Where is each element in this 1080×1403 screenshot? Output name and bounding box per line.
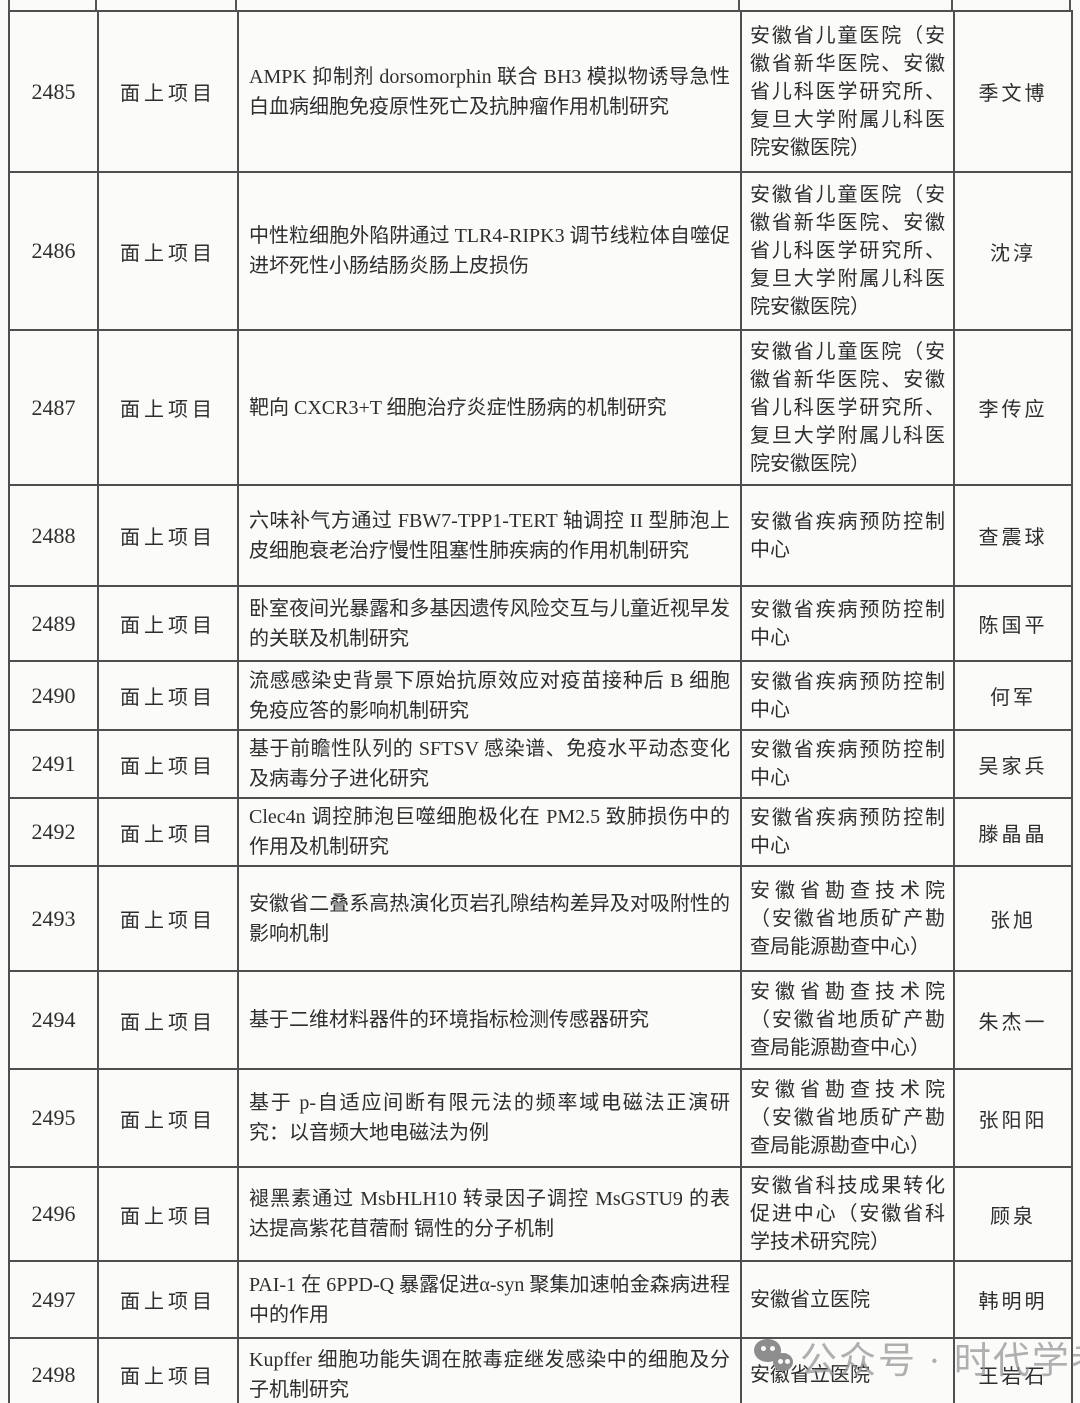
project-category: 面上项目 bbox=[97, 970, 239, 1070]
project-institution: 安徽省科技成果转化促进中心（安徽省科学技术研究院） bbox=[740, 1166, 955, 1262]
project-institution: 安徽省勘查技术院（安徽省地质矿产勘查局能源勘查中心） bbox=[740, 865, 955, 972]
project-title: PAI-1 在 6PPD-Q 暴露促进α-syn 聚集加速帕金森病进程中的作用 bbox=[237, 1260, 742, 1339]
project-leader: 陈国平 bbox=[953, 585, 1073, 662]
project-leader: 季文博 bbox=[953, 10, 1073, 173]
table-top-edge-stub bbox=[951, 0, 953, 11]
project-leader: 韩明明 bbox=[953, 1260, 1073, 1339]
table-top-edge-stub bbox=[8, 0, 10, 11]
project-number: 2487 bbox=[8, 329, 99, 486]
project-number: 2486 bbox=[8, 171, 99, 331]
table-row: 2496 面上项目 褪黑素通过 MsbHLH10 转录因子调控 MsGSTU9 … bbox=[8, 1166, 1073, 1262]
table-row: 2497 面上项目 PAI-1 在 6PPD-Q 暴露促进α-syn 聚集加速帕… bbox=[8, 1260, 1073, 1339]
project-category: 面上项目 bbox=[97, 1068, 239, 1168]
table-row: 2495 面上项目 基于 p-自适应间断有限元法的频率域电磁法正演研究：以音频大… bbox=[8, 1068, 1073, 1168]
table-top-edge-stub bbox=[95, 0, 97, 11]
table-row: 2494 面上项目 基于二维材料器件的环境指标检测传感器研究 安徽省勘查技术院（… bbox=[8, 970, 1073, 1070]
project-category: 面上项目 bbox=[97, 10, 239, 173]
project-leader: 滕晶晶 bbox=[953, 797, 1073, 867]
project-leader: 张阳阳 bbox=[953, 1068, 1073, 1168]
project-category: 面上项目 bbox=[97, 729, 239, 799]
project-institution: 安徽省儿童医院（安徽省新华医院、安徽省儿科医学研究所、复旦大学附属儿科医院安徽医… bbox=[740, 329, 955, 486]
project-title: 安徽省二叠系高热演化页岩孔隙结构差异及对吸附性的影响机制 bbox=[237, 865, 742, 972]
project-leader: 李传应 bbox=[953, 329, 1073, 486]
table-row: 2485 面上项目 AMPK 抑制剂 dorsomorphin 联合 BH3 模… bbox=[8, 10, 1073, 173]
project-category: 面上项目 bbox=[97, 484, 239, 587]
project-category: 面上项目 bbox=[97, 797, 239, 867]
project-title: 中性粒细胞外陷阱通过 TLR4-RIPK3 调节线粒体自噬促进坏死性小肠结肠炎肠… bbox=[237, 171, 742, 331]
project-title: Clec4n 调控肺泡巨噬细胞极化在 PM2.5 致肺损伤中的作用及机制研究 bbox=[237, 797, 742, 867]
project-leader: 朱杰一 bbox=[953, 970, 1073, 1070]
project-title: 褪黑素通过 MsbHLH10 转录因子调控 MsGSTU9 的表达提高紫花苜蓿耐… bbox=[237, 1166, 742, 1262]
project-leader: 顾泉 bbox=[953, 1166, 1073, 1262]
project-institution: 安徽省疾病预防控制中心 bbox=[740, 729, 955, 799]
table-top-edge-stub bbox=[738, 0, 740, 11]
project-institution: 安徽省勘查技术院（安徽省地质矿产勘查局能源勘查中心） bbox=[740, 970, 955, 1070]
project-number: 2494 bbox=[8, 970, 99, 1070]
project-leader: 查震球 bbox=[953, 484, 1073, 587]
project-number: 2491 bbox=[8, 729, 99, 799]
project-number: 2496 bbox=[8, 1166, 99, 1262]
project-leader: 沈淳 bbox=[953, 171, 1073, 331]
project-number: 2485 bbox=[8, 10, 99, 173]
project-title: 靶向 CXCR3+T 细胞治疗炎症性肠病的机制研究 bbox=[237, 329, 742, 486]
project-institution: 安徽省疾病预防控制中心 bbox=[740, 484, 955, 587]
project-category: 面上项目 bbox=[97, 1260, 239, 1339]
project-number: 2493 bbox=[8, 865, 99, 972]
project-category: 面上项目 bbox=[97, 660, 239, 731]
project-title: 基于前瞻性队列的 SFTSV 感染谱、免疫水平动态变化及病毒分子进化研究 bbox=[237, 729, 742, 799]
project-leader: 吴家兵 bbox=[953, 729, 1073, 799]
table-row: 2498 面上项目 Kupffer 细胞功能失调在脓毒症继发感染中的细胞及分子机… bbox=[8, 1337, 1073, 1403]
project-institution: 安徽省疾病预防控制中心 bbox=[740, 797, 955, 867]
project-number: 2488 bbox=[8, 484, 99, 587]
project-institution: 安徽省儿童医院（安徽省新华医院、安徽省儿科医学研究所、复旦大学附属儿科医院安徽医… bbox=[740, 171, 955, 331]
project-institution: 安徽省立医院 bbox=[740, 1337, 955, 1403]
table-row: 2489 面上项目 卧室夜间光暴露和多基因遗传风险交互与儿童近视早发的关联及机制… bbox=[8, 585, 1073, 662]
project-title: 流感感染史背景下原始抗原效应对疫苗接种后 B 细胞免疫应答的影响机制研究 bbox=[237, 660, 742, 731]
project-number: 2490 bbox=[8, 660, 99, 731]
table-row: 2493 面上项目 安徽省二叠系高热演化页岩孔隙结构差异及对吸附性的影响机制 安… bbox=[8, 865, 1073, 972]
table-row: 2486 面上项目 中性粒细胞外陷阱通过 TLR4-RIPK3 调节线粒体自噬促… bbox=[8, 171, 1073, 331]
project-number: 2489 bbox=[8, 585, 99, 662]
project-leader: 张旭 bbox=[953, 865, 1073, 972]
table-row: 2492 面上项目 Clec4n 调控肺泡巨噬细胞极化在 PM2.5 致肺损伤中… bbox=[8, 797, 1073, 867]
project-institution: 安徽省疾病预防控制中心 bbox=[740, 660, 955, 731]
project-number: 2495 bbox=[8, 1068, 99, 1168]
project-institution: 安徽省疾病预防控制中心 bbox=[740, 585, 955, 662]
table-row: 2490 面上项目 流感感染史背景下原始抗原效应对疫苗接种后 B 细胞免疫应答的… bbox=[8, 660, 1073, 731]
project-title: 基于二维材料器件的环境指标检测传感器研究 bbox=[237, 970, 742, 1070]
project-title: 基于 p-自适应间断有限元法的频率域电磁法正演研究：以音频大地电磁法为例 bbox=[237, 1068, 742, 1168]
project-title: 卧室夜间光暴露和多基因遗传风险交互与儿童近视早发的关联及机制研究 bbox=[237, 585, 742, 662]
project-leader: 王岩石 bbox=[953, 1337, 1073, 1403]
project-table: 2485 面上项目 AMPK 抑制剂 dorsomorphin 联合 BH3 模… bbox=[8, 10, 1073, 1403]
project-title: 六味补气方通过 FBW7-TPP1-TERT 轴调控 II 型肺泡上皮细胞衰老治… bbox=[237, 484, 742, 587]
project-number: 2497 bbox=[8, 1260, 99, 1339]
project-category: 面上项目 bbox=[97, 865, 239, 972]
project-institution: 安徽省勘查技术院（安徽省地质矿产勘查局能源勘查中心） bbox=[740, 1068, 955, 1168]
project-title: AMPK 抑制剂 dorsomorphin 联合 BH3 模拟物诱导急性白血病细… bbox=[237, 10, 742, 173]
project-number: 2492 bbox=[8, 797, 99, 867]
project-title: Kupffer 细胞功能失调在脓毒症继发感染中的细胞及分子机制研究 bbox=[237, 1337, 742, 1403]
project-institution: 安徽省儿童医院（安徽省新华医院、安徽省儿科医学研究所、复旦大学附属儿科医院安徽医… bbox=[740, 10, 955, 173]
project-institution: 安徽省立医院 bbox=[740, 1260, 955, 1339]
project-category: 面上项目 bbox=[97, 585, 239, 662]
project-number: 2498 bbox=[8, 1337, 99, 1403]
table-top-edge-stub bbox=[1069, 0, 1071, 11]
table-row: 2487 面上项目 靶向 CXCR3+T 细胞治疗炎症性肠病的机制研究 安徽省儿… bbox=[8, 329, 1073, 486]
project-category: 面上项目 bbox=[97, 1337, 239, 1403]
table-row: 2488 面上项目 六味补气方通过 FBW7-TPP1-TERT 轴调控 II … bbox=[8, 484, 1073, 587]
project-category: 面上项目 bbox=[97, 1166, 239, 1262]
table-row: 2491 面上项目 基于前瞻性队列的 SFTSV 感染谱、免疫水平动态变化及病毒… bbox=[8, 729, 1073, 799]
project-leader: 何军 bbox=[953, 660, 1073, 731]
table-top-edge-stub bbox=[235, 0, 237, 11]
project-category: 面上项目 bbox=[97, 329, 239, 486]
project-category: 面上项目 bbox=[97, 171, 239, 331]
